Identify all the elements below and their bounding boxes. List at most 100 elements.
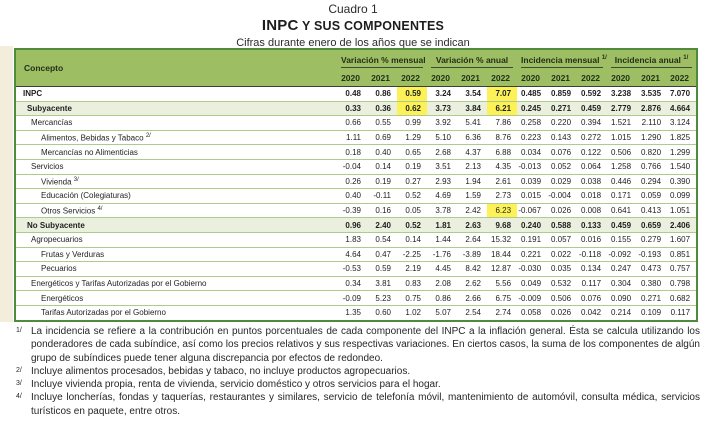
value-cell: 2.779 <box>607 101 638 116</box>
value-cell: 0.026 <box>551 308 572 318</box>
value-cell: 3.92 <box>435 118 451 128</box>
value-cell: 5.23 <box>375 293 391 303</box>
value-cell: 0.271 <box>641 293 662 303</box>
table-row: Energéticos -0.09 5.23 0.75 0.86 2.66 6.75 -0.0… <box>15 291 698 306</box>
value-cell: 0.245 <box>517 101 548 116</box>
value-cell: 0.049 <box>521 279 542 289</box>
value-cell: -0.013 <box>518 162 542 172</box>
footnotes-block: 1/La incidencia se refiere a la contribu… <box>14 325 700 418</box>
value-cell: 4.664 <box>667 101 698 116</box>
value-cell: 0.247 <box>611 264 632 274</box>
year-header: 2022 <box>397 70 427 87</box>
value-cell: 0.14 <box>375 162 391 172</box>
value-cell: 0.820 <box>641 147 662 157</box>
concept-cell: Energéticos <box>41 293 84 303</box>
value-cell: 0.099 <box>670 191 691 201</box>
value-cell: 0.008 <box>581 206 602 216</box>
concept-cell: Vivienda 3/ <box>41 176 79 187</box>
page-subtitle: Cifras durante enero de los años que se … <box>236 37 470 49</box>
footnote-marker: 4/ <box>16 393 22 401</box>
value-cell: -3.89 <box>462 249 481 259</box>
value-cell: 5.07 <box>435 308 451 318</box>
year-header: 2021 <box>457 70 487 87</box>
concept-cell: Pecuarios <box>41 264 77 274</box>
concept-cell: Otros Servicios 4/ <box>41 205 103 216</box>
value-cell: 0.240 <box>517 217 548 233</box>
group-header-variacion-anual: Variación % anual <box>427 49 518 70</box>
value-cell: 0.592 <box>581 89 602 99</box>
value-cell: -0.067 <box>518 206 542 216</box>
value-cell: 3.238 <box>611 89 632 99</box>
page-edge-strip <box>0 46 13 322</box>
value-cell: 0.86 <box>435 293 451 303</box>
table-row: Frutas y Verduras 4.64 0.47 -2.25 -1.76 -3.89… <box>15 247 698 262</box>
year-header: 2021 <box>367 70 397 87</box>
value-cell: 4.69 <box>435 191 451 201</box>
value-cell: 0.459 <box>607 217 638 233</box>
value-cell: 6.23 <box>487 203 518 218</box>
value-cell: 1.29 <box>405 133 421 143</box>
value-cell: 0.022 <box>551 249 572 259</box>
concept-cell: Frutas y Verduras <box>41 249 105 259</box>
value-cell: 0.134 <box>581 264 602 274</box>
value-cell: 0.52 <box>397 217 427 233</box>
table-row: Pecuarios -0.53 0.59 2.19 4.45 8.42 12.87 -0.03… <box>15 262 698 277</box>
group-header-incidencia-anual: Incidencia anual 1/ <box>607 49 698 70</box>
year-header: 2021 <box>547 70 578 87</box>
table-row: Mercancías 0.66 0.55 0.99 3.92 5.41 7.86 0.258 0… <box>15 116 698 131</box>
year-header: 2021 <box>637 70 668 87</box>
value-cell: -1.76 <box>432 249 451 259</box>
value-cell: 0.039 <box>521 176 542 186</box>
value-cell: 0.052 <box>551 162 572 172</box>
value-cell: 0.75 <box>405 293 421 303</box>
value-cell: 0.279 <box>641 235 662 245</box>
value-cell: 0.506 <box>551 293 572 303</box>
value-cell: 0.034 <box>521 147 542 157</box>
value-cell: 0.18 <box>345 147 361 157</box>
value-cell: 0.59 <box>397 86 427 102</box>
value-cell: -0.04 <box>342 162 361 172</box>
footnote-text: Incluye vivienda propia, renta de vivien… <box>31 379 441 391</box>
value-cell: 0.064 <box>581 162 602 172</box>
value-cell: 0.058 <box>521 308 542 318</box>
value-cell: 3.78 <box>435 206 451 216</box>
value-cell: 0.532 <box>551 279 572 289</box>
table-row: Educación (Colegiaturas) 0.40 -0.11 0.52 4.6… <box>15 189 698 204</box>
year-header: 2020 <box>337 70 367 87</box>
value-cell: 0.99 <box>405 118 421 128</box>
value-cell: 0.413 <box>641 206 662 216</box>
value-cell: 1.94 <box>465 176 481 186</box>
value-cell: 0.19 <box>375 176 391 186</box>
value-cell: 0.016 <box>581 235 602 245</box>
value-cell: -0.39 <box>342 206 361 216</box>
table-row: Energéticos y Tarifas Autorizadas por el… <box>15 276 698 291</box>
value-cell: 0.221 <box>521 249 542 259</box>
table-row: Alimentos, Bebidas y Tabaco 2/1.11 0.69 1.… <box>15 130 698 145</box>
concept-column-header: Concepto <box>15 49 337 87</box>
value-cell: 0.380 <box>641 279 662 289</box>
group-header-variacion-mensual: Variación % mensual <box>337 49 427 70</box>
footnote: 2/Incluye alimentos procesados, bebidas … <box>14 365 700 378</box>
value-cell: 1.35 <box>345 308 361 318</box>
value-cell: 1.299 <box>670 147 691 157</box>
value-cell: 0.05 <box>405 206 421 216</box>
value-cell: 12.87 <box>491 264 512 274</box>
value-cell: 0.026 <box>551 206 572 216</box>
value-cell: 0.459 <box>577 101 608 116</box>
value-cell: 0.015 <box>521 191 542 201</box>
value-cell: 2.876 <box>637 101 668 116</box>
value-cell: 0.62 <box>397 101 427 116</box>
value-cell: 0.171 <box>611 191 632 201</box>
value-cell: 0.798 <box>670 279 691 289</box>
table-row: Servicios -0.04 0.14 0.19 3.51 2.13 4.35 -0.013… <box>15 159 698 175</box>
value-cell: 0.059 <box>641 191 662 201</box>
value-cell: 0.155 <box>611 235 632 245</box>
value-cell: 2.406 <box>667 217 698 233</box>
value-cell: 4.37 <box>465 147 481 157</box>
year-header: 2022 <box>487 70 518 87</box>
value-cell: 3.84 <box>457 101 487 116</box>
value-cell: 0.304 <box>611 279 632 289</box>
footnote-marker: 3/ <box>16 380 22 388</box>
year-header: 2020 <box>607 70 638 87</box>
footnote-text: Incluye loncherías, fondas y taquerías, … <box>31 392 700 417</box>
